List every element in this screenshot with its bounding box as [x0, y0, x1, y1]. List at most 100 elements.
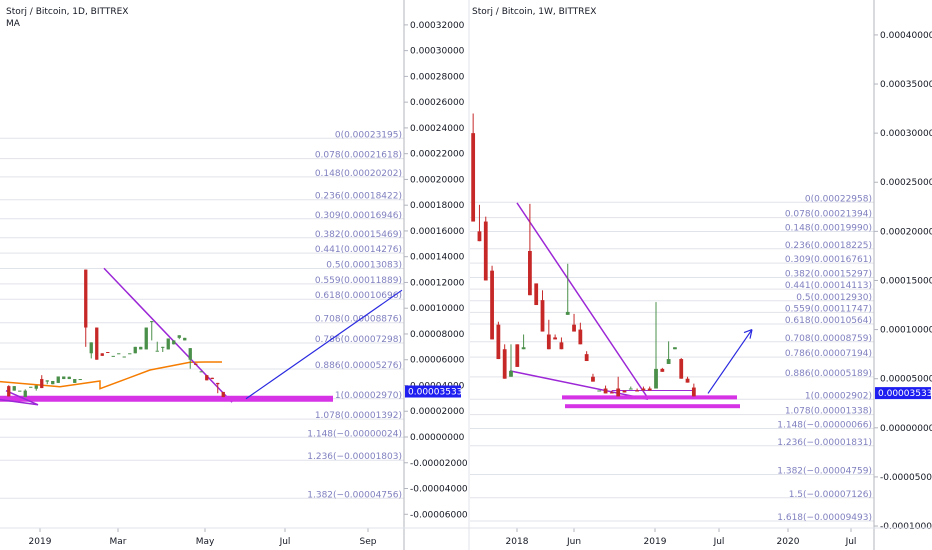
x-tick-label: Jul [713, 537, 725, 547]
candle-body [534, 283, 539, 306]
fib-level-label: 0.309(0.00016946) [315, 211, 402, 221]
y-tick-label: 0.00012000 [410, 278, 465, 288]
price-tag-background [875, 387, 931, 400]
candle-body [95, 327, 99, 360]
candle-body [691, 387, 696, 397]
fib-level-label: 0.886(0.00005276) [315, 361, 402, 371]
candle-body [144, 327, 148, 350]
left-chart-title: Storj / Bitcoin, 1D, BITTREX [6, 7, 128, 17]
price-tag-label: 0.00003533 [878, 389, 932, 399]
candle-body [177, 335, 181, 338]
projection-arrowhead [743, 329, 753, 339]
candle-body [660, 368, 665, 372]
candle-body [34, 385, 38, 389]
candle-body [216, 382, 220, 385]
fib-level-label: 0.441(0.00014113) [785, 281, 872, 291]
left-price-axis[interactable]: 0.00032000 0.00030000 0.00028000 0.00026000… [29, 0, 468, 550]
fib-level-label: 1.148(−0.00000066) [777, 420, 872, 430]
candle-body [51, 380, 55, 385]
candle-body [84, 269, 88, 328]
fib-level-label: 0.886(0.00005189) [785, 369, 872, 379]
candle-body [553, 337, 558, 340]
y-tick-label: 0.00024000 [410, 124, 465, 134]
fib-level-label: 1.382(−0.00004759) [777, 467, 872, 477]
fib-level-label: 0.708(0.00008876) [315, 315, 402, 325]
y-tick-label: -0.00006000 [410, 510, 468, 520]
candle-body [559, 342, 564, 350]
projection-arrow [707, 329, 753, 394]
x-tick-label: 2019 [29, 537, 52, 547]
candle-body [515, 344, 520, 367]
y-tick-label: 0.00032000 [410, 21, 465, 31]
candle-body [23, 390, 27, 398]
candle-body [122, 356, 126, 358]
fib-level-label: 0.786(0.00007298) [315, 335, 402, 345]
candle-body [679, 359, 684, 379]
y-tick-label: 0.00040000 [880, 31, 932, 41]
x-tick-label: 2018 [506, 537, 529, 547]
y-tick-label: 0.00008000 [410, 330, 465, 340]
fib-level-label: 0.148(0.00019990) [785, 223, 872, 233]
candle-body [685, 378, 690, 383]
candle-body [12, 386, 16, 391]
right-drawings [509, 202, 753, 409]
fib-level-label: 0.078(0.00021394) [785, 210, 872, 220]
candle-body [117, 353, 121, 355]
fib-level-label: 0.382(0.00015469) [315, 230, 402, 240]
candle-body [673, 347, 677, 350]
candle-body [100, 353, 104, 356]
candle-body [194, 363, 198, 365]
y-tick-label: 0.00018000 [410, 201, 465, 211]
candle-body [18, 390, 22, 392]
fib-level-label: 0.786(0.00007194) [785, 349, 872, 359]
candle-body [161, 346, 165, 348]
y-tick-label: 0.00010000 [880, 326, 932, 336]
y-tick-label: 0.00005000 [880, 375, 932, 385]
right-price-axis[interactable]: 0.00040000 0.00035000 0.00030000 0.00025000… [506, 0, 932, 550]
fib-level-label: 0.5(0.00012930) [796, 293, 872, 303]
y-tick-label: 0.00010000 [410, 304, 465, 314]
candle-body [133, 346, 137, 354]
candle-body [616, 388, 621, 397]
price-tag-label: 0.00003533 [408, 387, 462, 397]
candle-body [205, 375, 209, 381]
right-fib-levels: 0(0.00022958) 0.078(0.00021394) 0.148(0.00… [777, 194, 872, 523]
fib-level-label: 1.236(−0.00001831) [777, 438, 872, 448]
candle-body [471, 133, 476, 222]
y-tick-label: -0.00010000 [880, 522, 932, 532]
candle-body [584, 354, 589, 362]
x-tick-label: Mar [110, 537, 127, 547]
candle-body [521, 347, 526, 350]
left-x-ticks: 2019 Mar May Jul Sep [29, 528, 377, 547]
fib-level-label: 1(0.00002970) [335, 391, 402, 401]
candle-body [572, 324, 576, 332]
candle-body [654, 368, 658, 389]
candle-body [139, 346, 143, 350]
fib-level-label: 1.148(−0.00000024) [307, 429, 402, 439]
candle-body [7, 386, 11, 397]
y-tick-label: 0.00030000 [880, 129, 932, 139]
right-chart-pane: 0(0.00022958) 0.078(0.00021394) 0.148(0.00… [470, 7, 874, 523]
left-support-line [0, 398, 39, 406]
candle-body [188, 348, 192, 360]
candle-body [166, 338, 170, 350]
y-tick-label: 0.00028000 [410, 72, 465, 82]
y-tick-label: 0.00020000 [880, 227, 932, 237]
fib-level-label: 0.618(0.00010564) [785, 316, 872, 326]
candle-body [597, 390, 602, 392]
fib-level-label: 1.618(−0.00009493) [777, 513, 872, 523]
y-tick-label: 0.00000000 [880, 424, 932, 434]
y-tick-label: 0.00022000 [410, 150, 465, 160]
y-tick-label: -0.00002000 [410, 459, 468, 469]
candle-body [40, 379, 44, 389]
candle-body [73, 379, 77, 383]
candle-body [528, 251, 532, 296]
left-fib-levels: 0(0.00023195) 0.078(0.00021618) 0.148(0.00… [307, 130, 402, 500]
right-chart-title: Storj / Bitcoin, 1W, BITTREX [472, 7, 596, 17]
y-tick-label: 0.00020000 [410, 175, 465, 185]
price-tag-background [405, 385, 461, 398]
x-tick-label: Sep [360, 537, 377, 547]
support-line [509, 370, 649, 401]
right-y-ticks: 0.00040000 0.00035000 0.00030000 0.00025000… [874, 31, 932, 532]
